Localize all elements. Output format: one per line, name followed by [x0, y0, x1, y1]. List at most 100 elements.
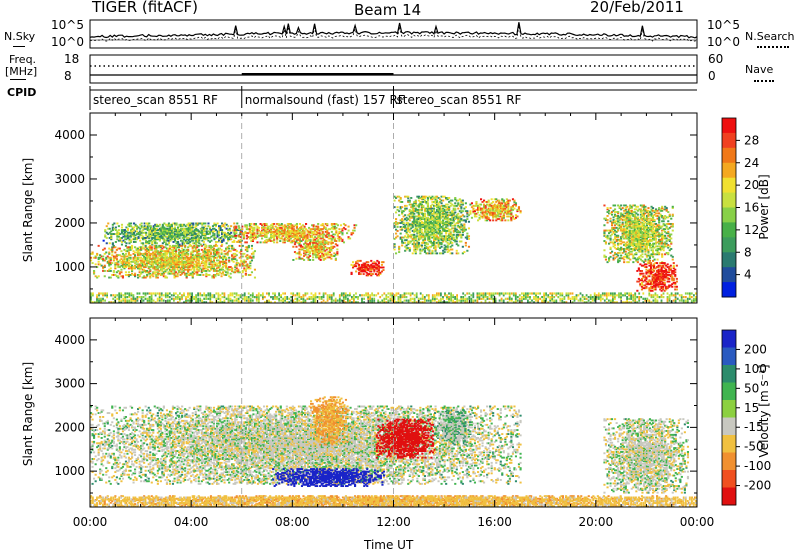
- echo-cell: [330, 237, 333, 240]
- echo-cell: [212, 268, 216, 271]
- echo-cell: [231, 267, 234, 270]
- echo-cell: [134, 272, 137, 275]
- echo-cell: [496, 204, 499, 207]
- echo-cell: [461, 219, 464, 222]
- echo-cell: [507, 206, 510, 209]
- echo-cell: [140, 242, 143, 245]
- echo-cell: [283, 240, 286, 243]
- echo-cell: [153, 267, 156, 270]
- echo-cell: [466, 212, 469, 215]
- echo-cell: [192, 226, 195, 229]
- echo-cell: [326, 232, 329, 235]
- echo-cell: [257, 229, 261, 232]
- echo-cell: [642, 233, 646, 236]
- echo-cell: [377, 262, 380, 265]
- echo-cell: [200, 255, 203, 258]
- echo-cell: [183, 234, 186, 237]
- echo-cell: [621, 224, 624, 227]
- echo-cell: [636, 257, 639, 260]
- echo-cell: [230, 231, 233, 234]
- echo-cell: [241, 275, 244, 278]
- echo-cell: [259, 230, 262, 233]
- echo-cell: [399, 226, 402, 228]
- echo-cell: [636, 225, 639, 228]
- echo-cell: [420, 228, 423, 231]
- echo-cell: [177, 226, 180, 229]
- echo-cell: [458, 220, 461, 223]
- echo-cell: [129, 247, 132, 250]
- echo-cell: [460, 206, 463, 209]
- echo-cell: [276, 233, 279, 236]
- echo-cell: [208, 250, 211, 253]
- echo-cell: [194, 271, 197, 274]
- echo-cell: [431, 216, 434, 219]
- echo-cell: [331, 241, 334, 244]
- echo-cell: [420, 224, 423, 227]
- echo-cell: [243, 264, 246, 267]
- echo-cell: [181, 237, 184, 239]
- echo-cell: [161, 226, 164, 229]
- echo-cell: [147, 255, 150, 258]
- echo-cell: [197, 260, 200, 263]
- echo-cell: [420, 235, 423, 238]
- echo-cell: [344, 228, 347, 231]
- echo-cell: [639, 217, 642, 220]
- echo-cell: [608, 242, 611, 245]
- echo-cell: [422, 212, 425, 215]
- echo-cell: [161, 270, 164, 272]
- echo-cell: [136, 233, 139, 236]
- echo-cell: [633, 228, 636, 231]
- echo-cell: [440, 245, 443, 248]
- echo-cell: [419, 233, 422, 236]
- echo-cell: [209, 244, 213, 247]
- echo-cell: [261, 237, 264, 240]
- echo-cell: [517, 206, 521, 209]
- echo-cell: [502, 201, 505, 203]
- echo-cell: [434, 204, 437, 207]
- echo-cell: [630, 209, 633, 212]
- echo-cell: [377, 267, 380, 270]
- echo-cell: [244, 260, 247, 263]
- echo-cell: [292, 238, 295, 241]
- echo-cell: [358, 267, 361, 270]
- echo-cell: [417, 230, 420, 232]
- echo-cell: [181, 260, 184, 263]
- echo-cell: [410, 233, 413, 236]
- echo-cell: [449, 252, 452, 255]
- echo-cell: [179, 244, 182, 247]
- echo-cell: [244, 270, 247, 272]
- echo-cell: [163, 235, 166, 238]
- echo-cell: [641, 233, 644, 236]
- echo-cell: [630, 229, 633, 232]
- echo-cell: [303, 243, 306, 246]
- echo-cell: [131, 233, 134, 236]
- echo-cell: [176, 244, 179, 247]
- echo-cell: [517, 207, 521, 210]
- echo-cell: [502, 206, 505, 209]
- echo-cell: [264, 236, 267, 239]
- echo-cell: [103, 252, 106, 255]
- echo-cell: [121, 260, 125, 263]
- echo-cell: [352, 229, 355, 232]
- echo-cell: [192, 239, 195, 242]
- echo-cell: [623, 250, 626, 253]
- echo-cell: [161, 264, 164, 267]
- echo-cell: [449, 219, 452, 222]
- echo-cell: [446, 241, 449, 244]
- echo-cell: [234, 258, 237, 261]
- echo-cell: [235, 263, 238, 266]
- echo-cell: [197, 264, 200, 267]
- echo-cell: [152, 256, 155, 259]
- echo-cell: [286, 237, 289, 240]
- echo-cell: [434, 228, 437, 231]
- echo-cell: [652, 236, 655, 239]
- echo-cell: [170, 225, 174, 228]
- echo-cell: [307, 243, 310, 246]
- echo-cell: [454, 239, 457, 242]
- echo-cell: [423, 228, 427, 231]
- echo-cell: [202, 243, 205, 246]
- echo-cell: [417, 245, 420, 248]
- echo-cell: [222, 258, 225, 261]
- echo-cell: [208, 237, 212, 239]
- echo-cell: [362, 265, 365, 268]
